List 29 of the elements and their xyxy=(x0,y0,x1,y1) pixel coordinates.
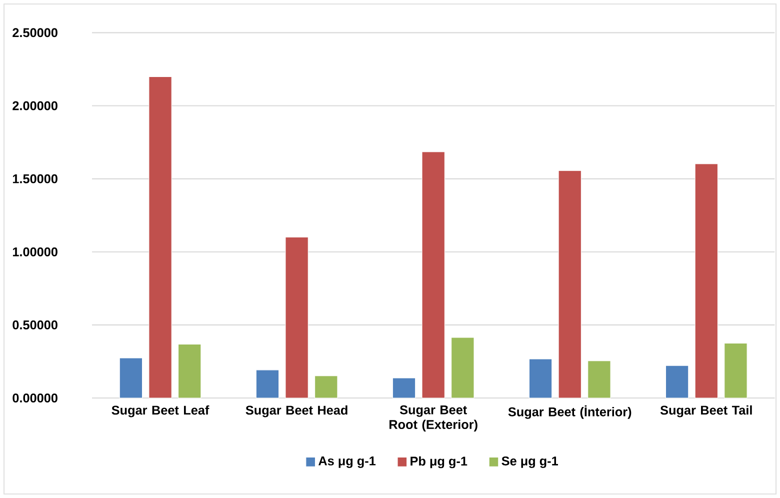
bar xyxy=(178,344,202,398)
bar xyxy=(119,358,143,398)
bar xyxy=(392,378,416,398)
y-tick-label: 0.00000 xyxy=(12,394,58,402)
bar xyxy=(558,170,582,398)
bar xyxy=(588,360,611,398)
x-tick-label: Sugar Beet Tail xyxy=(660,405,752,418)
y-tick-label: 1.50000 xyxy=(12,174,58,184)
bar xyxy=(528,358,552,398)
bar xyxy=(665,365,689,398)
y-tick-label: 2.50000 xyxy=(12,28,58,38)
x-tick-label: Sugar Beet Root (Exterior) xyxy=(390,405,478,432)
legend-label: Pb μg g-1 xyxy=(410,456,468,468)
y-tick-label: 2.00000 xyxy=(12,101,58,110)
y-tick-label: 0.50000 xyxy=(12,320,58,330)
bar xyxy=(314,376,338,398)
legend-label: As μg g-1 xyxy=(318,456,376,468)
bar xyxy=(694,164,718,398)
bar xyxy=(451,337,474,398)
bar xyxy=(724,342,748,398)
bar xyxy=(285,236,308,398)
x-tick-label: Sugar Beet Leaf xyxy=(112,405,210,418)
bar xyxy=(148,76,172,398)
legend-label: Se μg g-1 xyxy=(502,456,558,468)
bar xyxy=(256,370,280,398)
bar xyxy=(422,152,445,398)
x-tick-label: Sugar Beet Head xyxy=(246,405,348,418)
x-tick-label: Sugar Beet (İnterior) xyxy=(508,405,632,419)
y-tick-label: 1.00000 xyxy=(12,247,58,256)
